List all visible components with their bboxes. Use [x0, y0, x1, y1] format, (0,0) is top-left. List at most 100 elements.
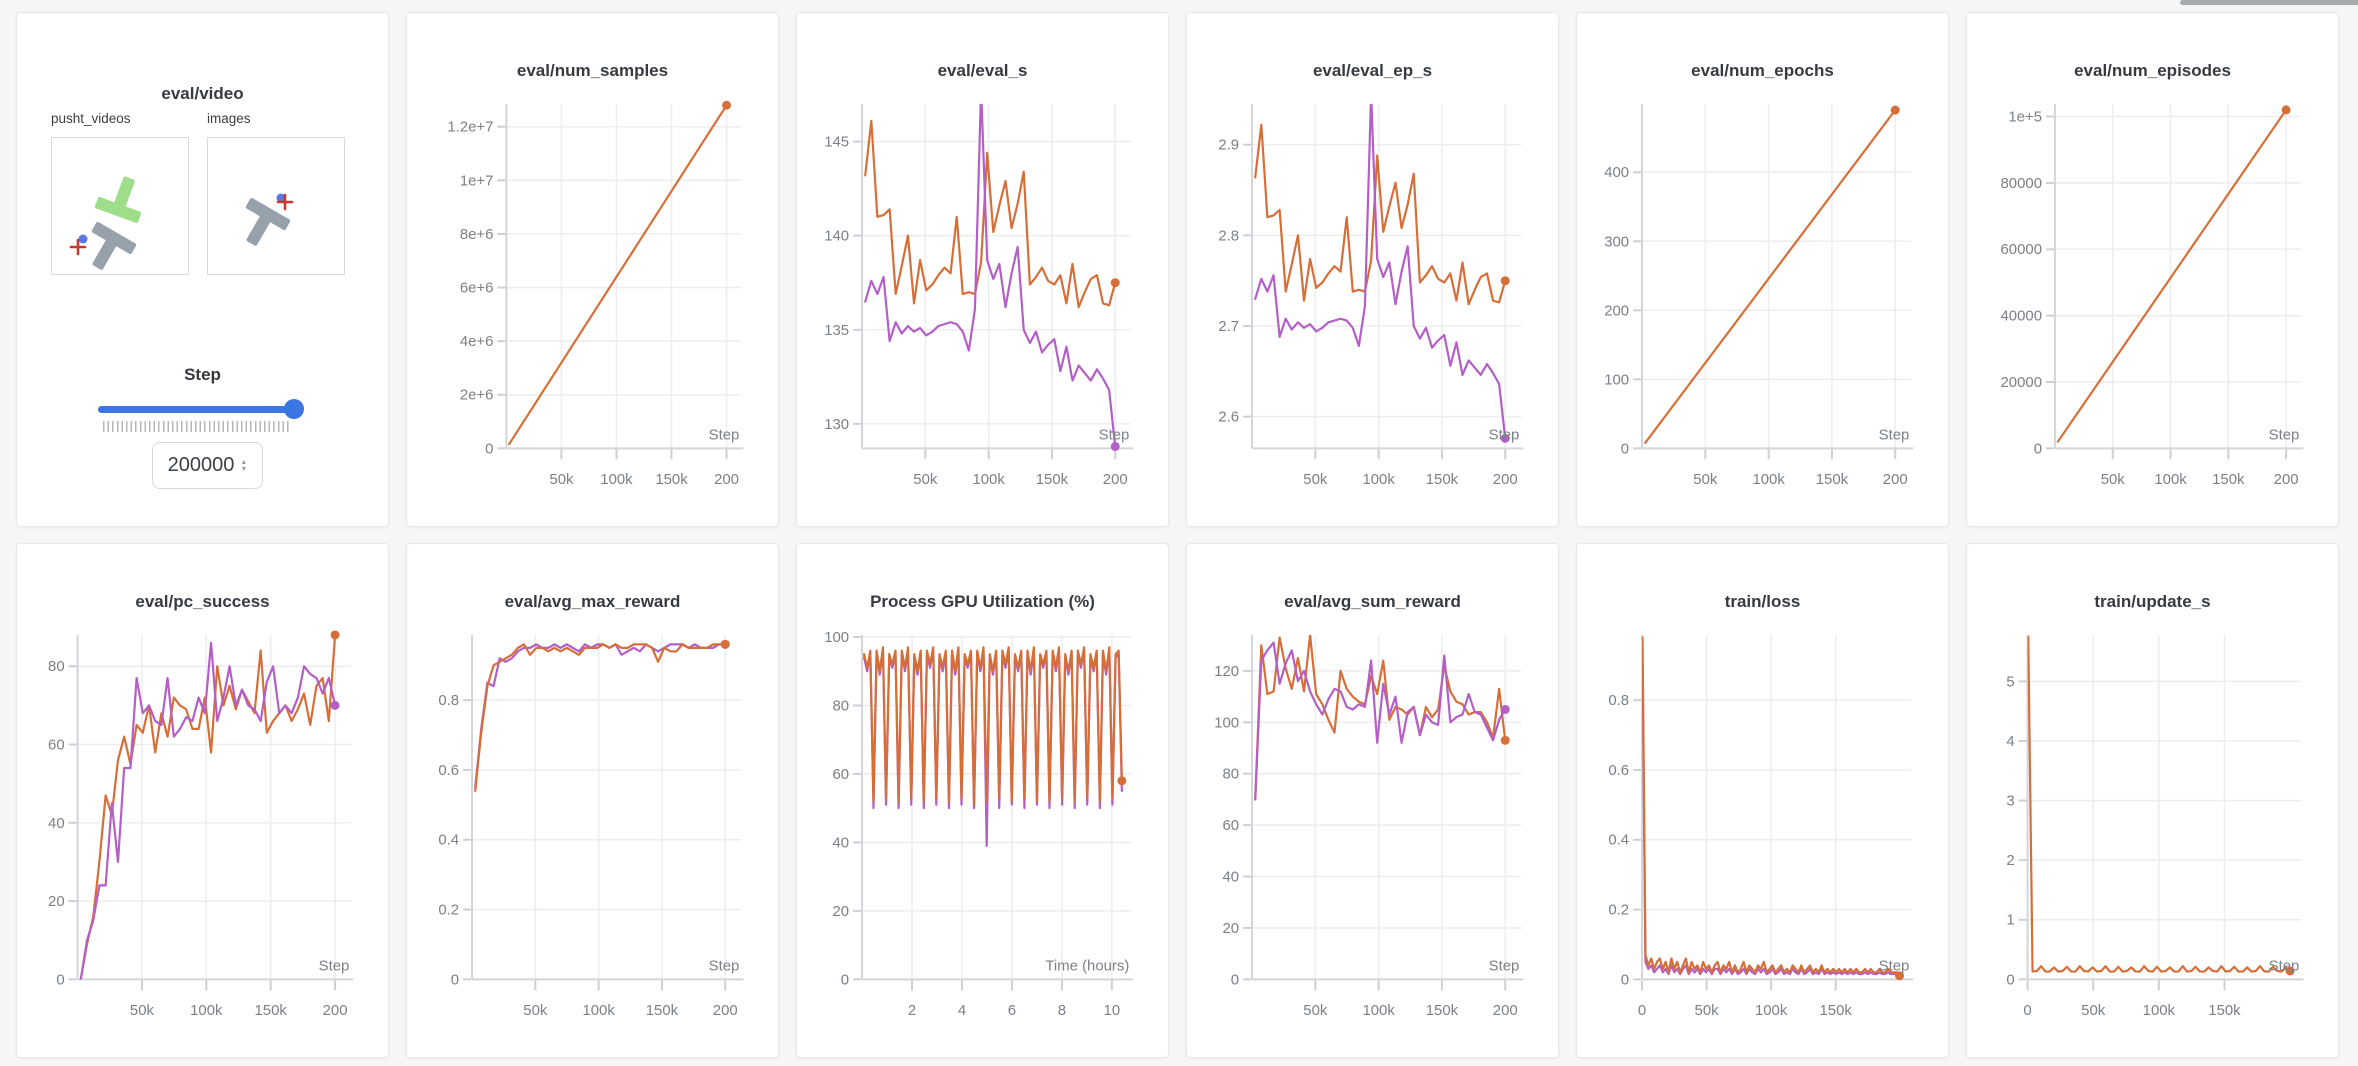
line-chart[interactable]: 130 135 140 145 50k 100k 150k 200 Step [797, 88, 1169, 526]
step-slider-tick-marks [103, 421, 290, 432]
target-cross-icon [276, 193, 294, 211]
chart-title: eval/num_epochs [1691, 61, 1834, 80]
chart-title: eval/num_samples [516, 61, 669, 80]
chart-panel-train-update-s: train/update_s 0 1 2 3 4 5 0 50k 100k 150k Step [1966, 543, 2339, 1058]
svg-text:0.4: 0.4 [438, 832, 459, 849]
svg-text:150k: 150k [1816, 471, 1849, 488]
panel-title: eval/video [161, 84, 244, 103]
step-slider-thumb[interactable] [284, 399, 304, 419]
svg-text:20000: 20000 [2001, 374, 2043, 391]
svg-text:Step: Step [709, 957, 740, 974]
step-value[interactable]: 200000 [167, 454, 235, 476]
thumbnail-label: pusht_videos [51, 111, 131, 126]
horizontal-scrollbar[interactable] [2180, 0, 2358, 5]
image-thumbnail[interactable] [207, 137, 345, 275]
line-chart[interactable]: 0 0.2 0.4 0.6 0.8 0 50k 100k 150k Step [1577, 619, 1949, 1057]
svg-text:0: 0 [2023, 1002, 2031, 1019]
line-chart[interactable]: 0 1 2 3 4 5 0 50k 100k 150k Step [1967, 619, 2339, 1057]
agent-dot-icon [78, 234, 88, 244]
svg-text:100k: 100k [1752, 471, 1785, 488]
svg-text:1.2e+7: 1.2e+7 [447, 119, 493, 136]
svg-text:150k: 150k [646, 1002, 679, 1019]
step-slider-track[interactable] [98, 399, 304, 419]
chart-panel-process-gpu-utilization: Process GPU Utilization (%) 0 20 40 60 80 100… [796, 543, 1169, 1058]
step-slider-label: Step [184, 365, 221, 384]
svg-text:3: 3 [2006, 793, 2014, 810]
svg-text:50k: 50k [2101, 471, 2126, 488]
svg-text:80: 80 [48, 658, 65, 675]
svg-text:Step: Step [1879, 957, 1910, 974]
svg-text:40: 40 [833, 834, 850, 851]
line-chart[interactable]: 0 2e+6 4e+6 6e+6 8e+6 1e+7 1.2e+7 50k 100k 150k 20… [407, 88, 779, 526]
svg-text:0: 0 [1621, 971, 1629, 988]
chart-title: train/update_s [2094, 592, 2211, 611]
target-cross-icon [69, 238, 87, 256]
svg-text:Step: Step [1879, 426, 1910, 443]
line-chart[interactable]: 0 20 40 60 80 100 120 50k 100k 150k 200 Step [1187, 619, 1559, 1057]
stepper-down-icon[interactable]: ▼ [240, 465, 248, 473]
svg-text:200: 200 [1493, 471, 1518, 488]
line-chart[interactable]: 0 20 40 60 80 50k 100k 150k 200 Step [17, 619, 389, 1057]
video-thumbnail-pusht[interactable] [51, 137, 189, 275]
svg-text:2: 2 [908, 1002, 916, 1019]
line-chart[interactable]: 0 100 200 300 400 50k 100k 150k 200 Step [1577, 88, 1949, 526]
stepper-arrows[interactable]: ▲ ▼ [240, 459, 247, 473]
chart-title: eval/eval_ep_s [1312, 61, 1433, 80]
svg-text:Step: Step [1489, 426, 1520, 443]
svg-text:100: 100 [1214, 714, 1239, 731]
svg-text:50k: 50k [913, 471, 938, 488]
svg-text:Step: Step [319, 957, 350, 974]
svg-text:20: 20 [833, 903, 850, 920]
media-panel-eval-video: eval/video pusht_videos images [16, 12, 389, 527]
chart-panel-train-loss: train/loss 0 0.2 0.4 0.6 0.8 0 50k 100k 150k Step [1576, 543, 1949, 1058]
chart-title: eval/pc_success [135, 592, 270, 611]
svg-text:0: 0 [451, 971, 459, 988]
svg-text:400: 400 [1604, 164, 1629, 181]
step-value-input[interactable]: 200000 ▲ ▼ [152, 442, 263, 489]
svg-text:150k: 150k [1819, 1002, 1852, 1019]
svg-text:2e+6: 2e+6 [460, 387, 494, 404]
svg-text:0: 0 [1231, 971, 1239, 988]
svg-text:300: 300 [1604, 233, 1629, 250]
line-chart[interactable]: 0 20000 40000 60000 80000 1e+5 50k 100k 150k 200 S… [1967, 88, 2339, 526]
gray-tee-shape [245, 198, 291, 246]
svg-text:130: 130 [824, 416, 849, 433]
svg-text:150k: 150k [2208, 1002, 2241, 1019]
svg-text:Step: Step [1099, 426, 1130, 443]
svg-text:0: 0 [56, 971, 64, 988]
svg-text:200: 200 [323, 1002, 348, 1019]
stepper-up-icon[interactable]: ▲ [240, 458, 248, 466]
svg-text:145: 145 [824, 134, 849, 151]
svg-text:8e+6: 8e+6 [460, 226, 494, 243]
svg-text:50k: 50k [523, 1002, 548, 1019]
chart-panel-eval-num-episodes: eval/num_episodes 0 20000 40000 60000 80000 1… [1966, 12, 2339, 527]
svg-text:4: 4 [2006, 733, 2014, 750]
svg-text:50k: 50k [1693, 471, 1718, 488]
svg-text:2: 2 [2006, 852, 2014, 869]
chart-panel-eval-eval-ep-s: eval/eval_ep_s 2.6 2.7 2.8 2.9 50k 100k 150k 20… [1186, 12, 1559, 527]
svg-text:0.8: 0.8 [1608, 692, 1629, 709]
svg-text:200: 200 [1604, 302, 1629, 319]
svg-text:2.8: 2.8 [1218, 227, 1239, 244]
svg-text:10: 10 [1104, 1002, 1121, 1019]
svg-text:150k: 150k [655, 471, 688, 488]
svg-text:100: 100 [1604, 371, 1629, 388]
svg-text:0: 0 [1621, 440, 1629, 457]
svg-text:0: 0 [1638, 1002, 1646, 1019]
svg-text:100k: 100k [972, 471, 1005, 488]
line-chart[interactable]: 2.6 2.7 2.8 2.9 50k 100k 150k 200 Step [1187, 88, 1559, 526]
svg-text:2.9: 2.9 [1218, 137, 1239, 154]
chart-panel-eval-avg-max-reward: eval/avg_max_reward 0 0.2 0.4 0.6 0.8 50k 100k… [406, 543, 779, 1058]
svg-text:0.8: 0.8 [438, 692, 459, 709]
svg-text:0: 0 [2006, 971, 2014, 988]
svg-text:50k: 50k [130, 1002, 155, 1019]
svg-text:100k: 100k [582, 1002, 615, 1019]
svg-text:Step: Step [709, 426, 740, 443]
line-chart[interactable]: 0 20 40 60 80 100 2 4 6 8 10 Time (hours) [797, 619, 1169, 1057]
svg-text:0.6: 0.6 [438, 762, 459, 779]
line-chart[interactable]: 0 0.2 0.4 0.6 0.8 50k 100k 150k 200 Step [407, 619, 779, 1057]
svg-text:20: 20 [1223, 920, 1240, 937]
svg-text:Time (hours): Time (hours) [1045, 957, 1129, 974]
svg-text:0: 0 [2034, 440, 2042, 457]
svg-text:2.6: 2.6 [1218, 409, 1239, 426]
